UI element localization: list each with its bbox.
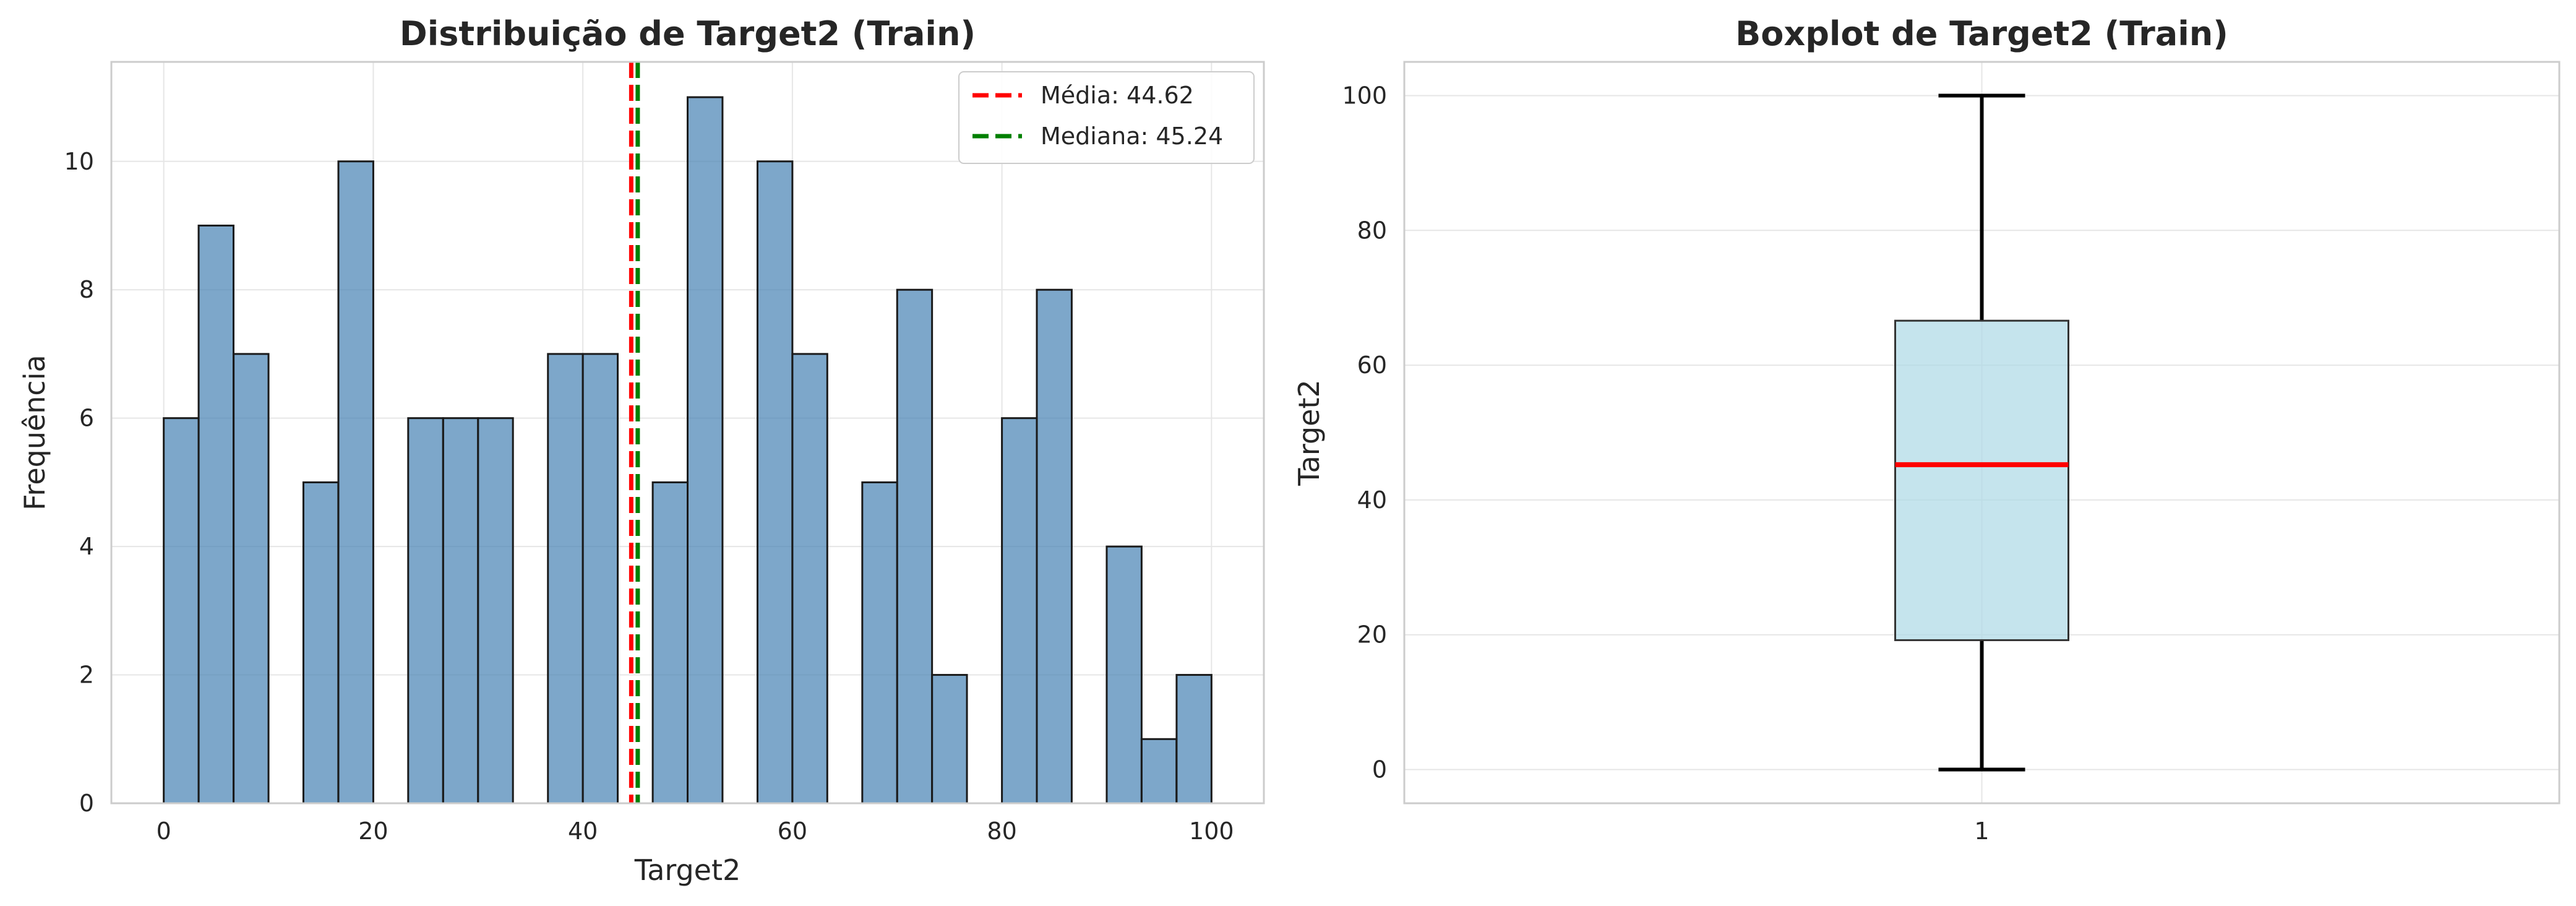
histogram-bar	[547, 353, 584, 805]
boxplot-x-tick-label: 1	[1974, 818, 1989, 845]
histogram-y-tick-label: 10	[64, 148, 94, 175]
histogram-bar	[302, 481, 340, 805]
histogram-bar	[651, 481, 689, 805]
histogram-x-axis-label: Target2	[634, 853, 741, 887]
histogram-bar	[861, 481, 898, 805]
histogram-y-tick-label: 4	[79, 533, 94, 560]
histogram-bar	[791, 353, 828, 805]
histogram-bar	[233, 353, 270, 805]
boxplot-y-tick-label: 60	[1357, 352, 1387, 379]
histogram-bar	[1140, 738, 1178, 805]
histogram-axes-frame	[110, 61, 1265, 805]
histogram-bar	[582, 353, 619, 805]
histogram-y-tick-label: 8	[79, 276, 94, 303]
histogram-title: Distribuição de Target2 (Train)	[400, 14, 976, 53]
legend-frame	[958, 71, 1255, 164]
box-iqr	[1894, 319, 2069, 641]
histogram-bar	[407, 417, 444, 805]
histogram-bar	[477, 417, 514, 805]
histogram-x-tick-label: 20	[358, 818, 388, 845]
histogram-bar	[931, 674, 968, 805]
histogram-y-tick-label: 6	[79, 405, 94, 432]
boxplot-title: Boxplot de Target2 (Train)	[1735, 14, 2228, 53]
histogram-bar	[442, 417, 479, 805]
histogram-bar	[197, 224, 234, 805]
histogram-bar	[756, 160, 794, 805]
boxplot-y-tick-label: 0	[1372, 756, 1387, 783]
histogram-bar	[1175, 674, 1213, 805]
histogram-x-tick-label: 100	[1189, 818, 1234, 845]
histogram-bar	[1001, 417, 1038, 805]
histogram-bar	[1036, 288, 1073, 805]
histogram-y-tick-label: 0	[79, 790, 94, 817]
boxplot-axes-frame	[1403, 61, 2561, 805]
boxplot-panel: 0 20 40 60 80 100 1 Boxplot de Target2 (Train)…	[1292, 14, 2561, 845]
histogram-y-axis-label: Frequência	[18, 355, 51, 510]
histogram-x-tick-label: 60	[778, 818, 807, 845]
histogram-x-tick-label: 0	[157, 818, 171, 845]
legend-median-label: Mediana: 45.24	[1041, 123, 1223, 150]
histogram-panel: 0 20 40 60 80 100 0 2 4 6 8 10 Distribuição de Targ…	[18, 14, 1265, 887]
histogram-bar	[1106, 545, 1143, 805]
histogram-bar	[896, 288, 934, 805]
boxplot-y-tick-label: 80	[1357, 217, 1387, 244]
histogram-legend: Média: 44.62 Mediana: 45.24	[958, 71, 1255, 164]
histogram-bar	[687, 96, 724, 805]
histogram-bars	[163, 96, 1213, 805]
boxplot-y-tick-label: 40	[1357, 486, 1387, 514]
legend-mean-label: Média: 44.62	[1041, 82, 1194, 109]
histogram-reference-lines	[629, 62, 640, 803]
histogram-bar	[163, 417, 200, 805]
boxplot-shapes	[1894, 93, 2069, 772]
boxplot-y-axis-label: Target2	[1292, 379, 1326, 486]
histogram-y-tick-label: 2	[79, 662, 94, 689]
histogram-x-tick-label: 40	[568, 818, 598, 845]
boxplot-ticks: 0 20 40 60 80 100 1	[1342, 82, 1989, 845]
boxplot-y-tick-label: 100	[1342, 82, 1387, 109]
boxplot-y-tick-label: 20	[1357, 621, 1387, 649]
histogram-bar	[337, 160, 374, 805]
histogram-x-tick-label: 80	[987, 818, 1016, 845]
histogram-ticks: 0 20 40 60 80 100 0 2 4 6 8 10	[64, 148, 1234, 845]
